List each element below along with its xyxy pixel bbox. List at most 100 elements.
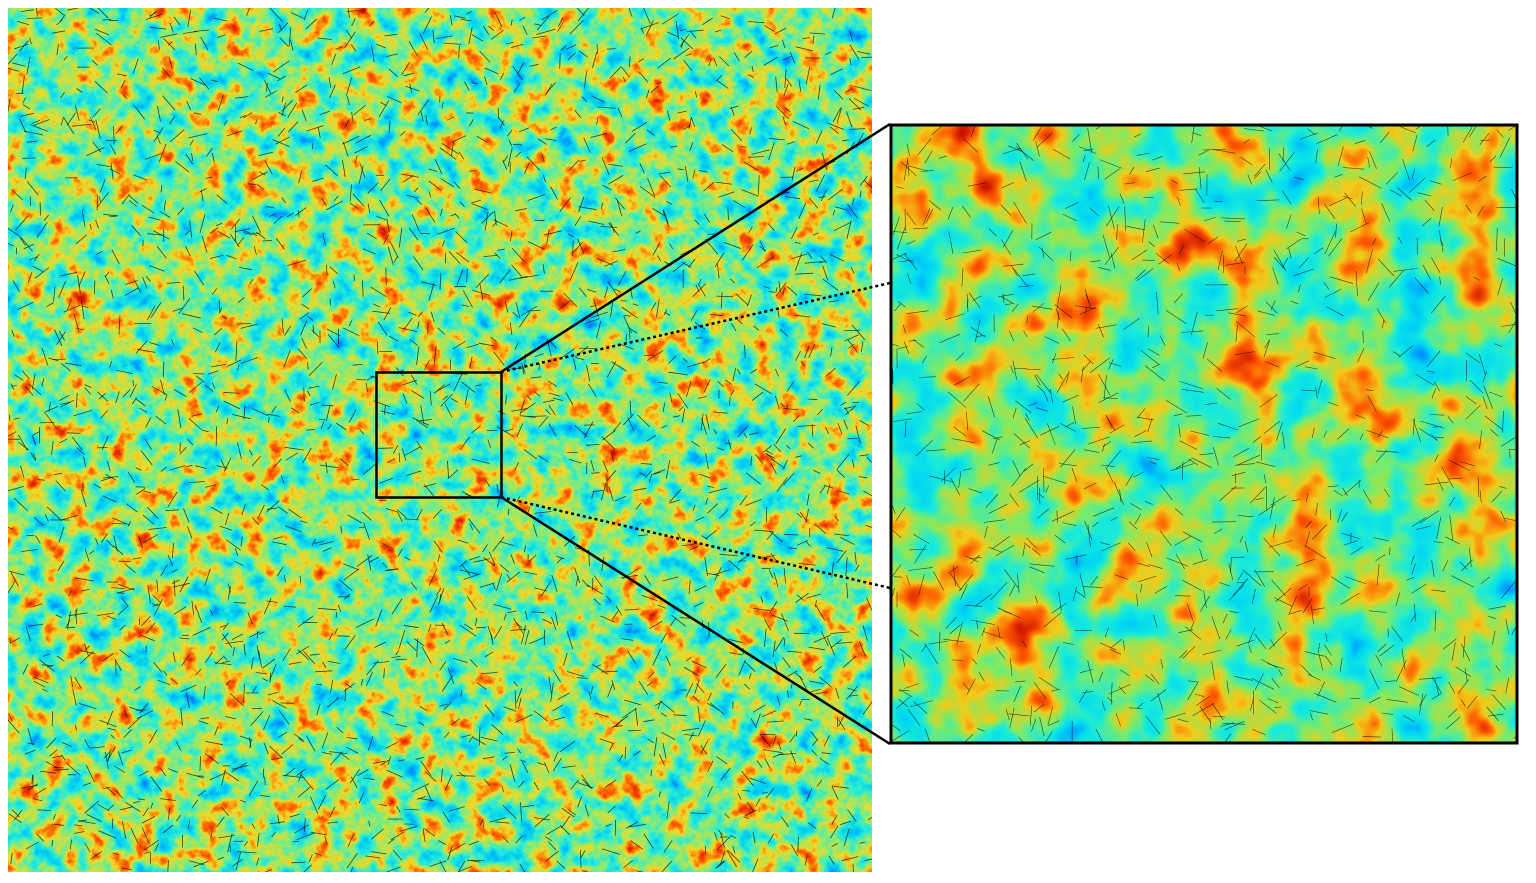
vector [400,130,406,136]
vector [402,393,408,404]
vector [204,753,219,765]
vector [153,127,164,143]
vector [690,309,698,322]
vector [1072,134,1080,142]
vector [545,83,553,96]
vector [534,219,545,222]
vector [593,575,603,588]
vector [834,515,839,522]
vector [1219,485,1237,502]
vector [1083,354,1094,365]
vector [661,425,667,429]
vector [1084,288,1091,309]
vector [133,174,148,181]
vector [1039,716,1045,736]
vector [1185,626,1201,640]
vector [415,756,425,760]
vector [1238,418,1260,428]
vector [10,637,20,644]
vector [142,276,148,289]
vector [180,684,197,693]
vector [1155,253,1169,264]
vector [1151,156,1163,161]
vector [61,742,72,747]
vector [1243,138,1251,144]
vector [818,196,826,198]
vector [155,415,167,425]
vector [386,96,402,104]
vector [199,214,206,234]
vector [534,23,542,26]
vector [507,508,510,516]
vector [749,432,759,436]
vector [264,776,266,786]
vector [1019,480,1040,493]
vector [1258,503,1276,516]
vector [1305,545,1327,560]
vector [417,320,420,329]
vector [243,112,253,119]
vector [552,397,563,401]
vector [1391,626,1403,642]
vector [373,661,390,664]
vector [652,648,662,666]
vector [616,200,623,217]
vector [1058,463,1077,467]
vector [682,357,688,363]
vector [659,700,675,713]
vector [1325,655,1333,666]
vector [1081,427,1100,429]
vector [346,852,358,869]
vector [753,325,760,331]
vector [221,315,228,320]
vector [1412,418,1415,435]
vector [222,622,229,631]
vector [846,380,861,396]
vector [849,30,853,42]
vector [858,641,866,657]
vector [399,825,418,832]
vector [37,809,52,811]
vector [1066,371,1070,384]
vector [741,770,754,787]
vector [1130,503,1142,511]
vector [1317,642,1320,654]
vector [1140,583,1143,593]
vector [830,68,844,75]
vector [1483,385,1493,410]
vector [1240,156,1253,165]
vector [1136,416,1154,421]
vector [474,188,491,194]
vector [1084,162,1090,180]
vector [519,863,526,872]
vector [1408,177,1426,193]
vector [897,346,908,350]
vector [1369,610,1387,613]
vector [90,117,97,131]
vector [502,159,507,170]
vector [191,799,199,809]
vector [437,384,446,391]
vector [398,759,405,762]
vector [707,573,720,576]
vector [1468,547,1472,567]
vector [193,112,202,115]
vector [1015,145,1034,161]
vector [782,39,786,49]
vector [204,568,211,586]
vector [1032,305,1053,310]
vector [237,442,242,460]
vector [830,639,842,649]
vector [418,721,425,726]
vector [464,81,470,91]
vector [635,230,641,234]
vector [243,643,246,656]
vector [1153,614,1158,628]
vector [345,29,352,39]
vector [279,37,289,47]
vector [1500,579,1517,599]
vector [11,329,15,337]
vector [185,245,191,257]
vector [1496,129,1504,138]
vector [404,823,414,825]
